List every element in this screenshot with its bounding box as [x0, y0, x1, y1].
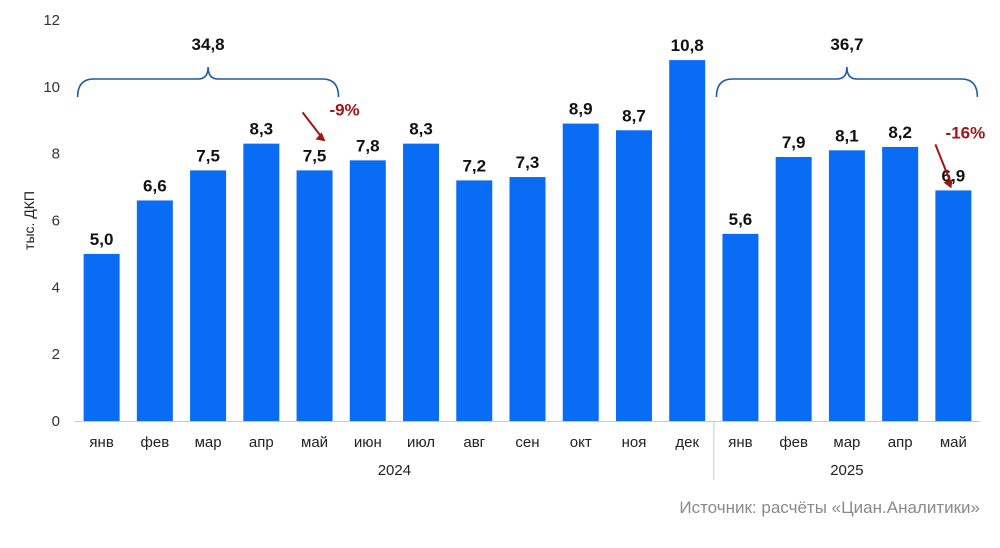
x-tick-label: июл [407, 434, 435, 451]
x-tick-label: фев [141, 434, 170, 451]
data-label: 7,9 [782, 133, 806, 152]
group-label: 2025 [830, 462, 863, 479]
data-label: 10,8 [671, 36, 704, 55]
y-tick-label: 0 [52, 413, 60, 430]
x-tick-label: мар [833, 434, 860, 451]
bar [509, 177, 546, 421]
y-axis-label: тыс. ДКП [21, 191, 37, 250]
bar [828, 150, 865, 421]
x-tick-label: ноя [622, 434, 647, 451]
bar [243, 143, 280, 421]
change-arrow-head [943, 179, 953, 189]
bar [190, 170, 227, 421]
data-label: 7,2 [462, 156, 486, 175]
x-tick-label: сен [515, 434, 539, 451]
bar [349, 160, 386, 421]
brace-sum-label: 34,8 [192, 35, 225, 54]
data-label: 7,5 [303, 146, 327, 165]
bar [669, 60, 706, 421]
x-tick-label: янв [89, 434, 113, 451]
bar [456, 180, 493, 421]
x-tick-label: апр [888, 434, 913, 451]
data-label: 8,1 [835, 126, 859, 145]
data-label: 7,5 [196, 146, 220, 165]
data-label: 5,0 [90, 230, 114, 249]
bar [562, 123, 599, 421]
bar [775, 157, 812, 421]
change-arrow [301, 111, 324, 139]
x-tick-label: мар [195, 434, 222, 451]
data-label: 6,9 [942, 166, 966, 185]
x-tick-label: авг [463, 434, 485, 451]
x-tick-label: янв [728, 434, 752, 451]
data-label: 8,2 [888, 123, 912, 142]
change-arrow [934, 144, 953, 185]
x-tick-label: май [301, 434, 328, 451]
y-tick-label: 10 [43, 79, 60, 96]
x-tick-label: май [940, 434, 967, 451]
change-label: -9% [329, 100, 359, 119]
x-tick-label: окт [570, 434, 592, 451]
data-label: 8,3 [250, 120, 274, 139]
y-tick-label: 4 [52, 279, 60, 296]
y-tick-label: 12 [43, 12, 60, 29]
bar [403, 143, 440, 421]
bar [136, 200, 173, 421]
bar [83, 253, 120, 421]
bar [615, 130, 652, 421]
bar [722, 233, 759, 421]
x-tick-label: июн [354, 434, 382, 451]
group-label: 2024 [378, 462, 411, 479]
brace [715, 66, 979, 98]
x-tick-label: фев [779, 434, 808, 451]
data-label: 5,6 [729, 210, 753, 229]
data-label: 7,8 [356, 136, 380, 155]
x-tick-label: апр [249, 434, 274, 451]
data-label: 8,3 [409, 120, 433, 139]
change-label: -16% [946, 123, 986, 142]
source-note: Источник: расчёты «Циан.Аналитики» [679, 498, 980, 517]
change-arrow-head [315, 132, 326, 142]
brace-sum-label: 36,7 [830, 35, 863, 54]
y-tick-label: 2 [52, 346, 60, 363]
bar [296, 170, 333, 421]
brace [76, 66, 340, 98]
data-label: 7,3 [516, 153, 540, 172]
bar [935, 190, 972, 421]
y-tick-label: 8 [52, 146, 60, 163]
bar [882, 146, 919, 421]
y-tick-label: 6 [52, 213, 60, 230]
data-label: 8,9 [569, 100, 593, 119]
data-label: 6,6 [143, 176, 167, 195]
x-tick-label: дек [675, 434, 699, 451]
data-label: 8,7 [622, 106, 646, 125]
